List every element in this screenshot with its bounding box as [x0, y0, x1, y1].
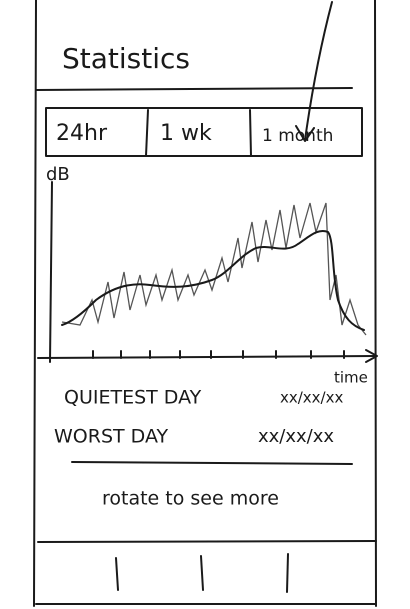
nav-divider — [37, 540, 377, 543]
average-line — [61, 230, 365, 331]
arrow-head — [295, 125, 315, 142]
stat-label: WORST DAY — [54, 426, 168, 448]
y-axis-label: dB — [46, 164, 70, 185]
y-axis — [49, 181, 53, 363]
tab[interactable]: 1 wk — [160, 121, 212, 146]
tab[interactable]: 1 month — [262, 126, 333, 146]
tab-divider — [249, 109, 252, 157]
frame-right — [374, 0, 377, 607]
tab-divider — [145, 109, 149, 157]
title: Statistics — [62, 42, 190, 75]
stats-divider — [71, 461, 353, 465]
tab-bar — [45, 107, 363, 157]
frame-left — [33, 0, 37, 607]
title-divider — [35, 87, 353, 91]
tab[interactable]: 24hr — [56, 121, 108, 146]
x-axis-ticks — [92, 350, 345, 359]
x-axis-label: time — [334, 369, 368, 387]
stat-value: xx/xx/xx — [258, 426, 334, 447]
x-axis — [37, 355, 377, 359]
nav-item-divider — [200, 555, 204, 591]
hint: rotate to see more — [102, 488, 279, 510]
stat-label: QUIETEST DAY — [64, 387, 202, 409]
nav-item-divider — [286, 553, 289, 593]
x-axis-arrow — [365, 349, 378, 363]
raw-line — [61, 202, 367, 336]
nav-item-divider — [115, 557, 119, 591]
stat-value: xx/xx/xx — [280, 389, 343, 407]
annotation-arrow — [304, 1, 333, 141]
